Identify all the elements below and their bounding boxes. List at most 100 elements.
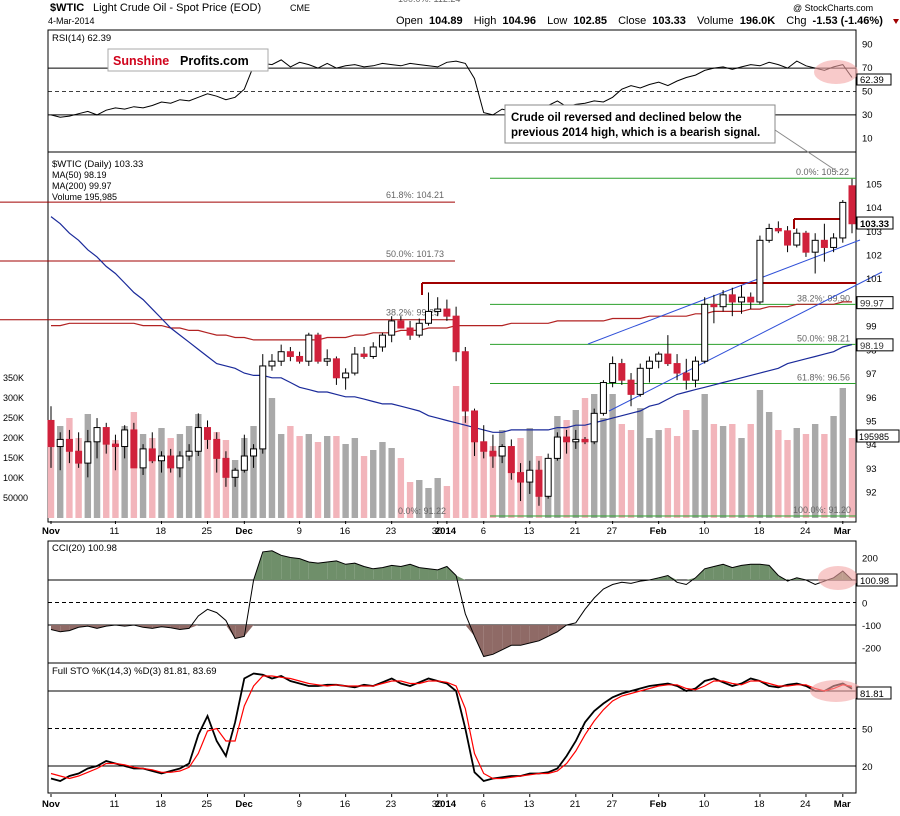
x-tick-label: 21: [570, 799, 581, 810]
volume-bar: [296, 436, 303, 518]
cci-positive-fill: [327, 560, 337, 580]
candle-body: [268, 360, 276, 367]
annotation-line-1: Crude oil reversed and declined below th…: [511, 112, 742, 124]
volume-bar: [213, 432, 220, 518]
candle-body: [388, 320, 396, 336]
high-label: High: [474, 15, 497, 27]
price-tick-label: 92: [866, 488, 877, 499]
x-tick-label: 9: [297, 526, 302, 537]
cci-negative-fill: [235, 625, 245, 639]
candle-body: [93, 427, 101, 443]
cci-positive-fill: [759, 564, 770, 580]
sto-d-line: [50, 675, 853, 780]
volume-bar: [701, 394, 708, 518]
volume-bar: [581, 398, 589, 518]
candle-body: [535, 469, 543, 497]
cci-positive-fill: [364, 566, 374, 580]
candle-body: [590, 412, 598, 443]
volume-bar: [462, 416, 469, 518]
candle-body: [213, 438, 221, 459]
candle-body: [397, 320, 405, 329]
x-tick-label: 11: [109, 799, 119, 810]
candle-body: [747, 296, 755, 303]
candle-body: [728, 294, 736, 303]
candle-body: [507, 446, 515, 474]
candle-body: [811, 239, 819, 253]
candle-body: [461, 351, 469, 412]
cci-positive-fill: [382, 565, 392, 580]
x-tick-label: 13: [524, 799, 535, 810]
cci-tick-label: -100: [862, 621, 881, 632]
volume-bar: [388, 448, 395, 518]
cci-positive-fill: [318, 562, 328, 580]
x-tick-label: 23: [386, 799, 397, 810]
x-tick-label: 16: [340, 526, 351, 537]
candle-body: [342, 372, 350, 379]
candle-body: [471, 410, 479, 443]
cci-negative-fill: [520, 625, 530, 646]
x-tick-label: 27: [607, 526, 618, 537]
right-label-ma50: 98.19: [860, 341, 884, 352]
volume-bar: [333, 436, 340, 518]
fib-high-label: 0.0%: 91.22: [398, 506, 446, 516]
ohlc-row: Open 104.89 High 104.96 Low 102.85 Close…: [396, 15, 883, 27]
rsi-tick-label: 50: [862, 87, 873, 98]
cci-positive-fill: [732, 565, 742, 580]
volume-bar: [342, 444, 349, 518]
candle-body: [286, 351, 294, 357]
volume-bar: [443, 486, 451, 518]
candle-body: [738, 296, 746, 303]
sto-last-value: 81.81: [860, 689, 884, 700]
candle-body: [636, 367, 644, 395]
cci-positive-fill: [262, 550, 272, 580]
x-tick-label: 10: [699, 526, 710, 537]
cci-negative-fill: [465, 625, 475, 637]
volume-bar: [692, 430, 699, 518]
x-tick-label: Dec: [235, 526, 252, 537]
candle-body: [774, 227, 782, 232]
price-tick-label: 105: [866, 179, 882, 190]
cci-last-value: 100.98: [860, 576, 889, 587]
volume-bar: [673, 436, 681, 518]
fib-high-label: 50.0%: 101.73: [386, 249, 444, 259]
rsi-tick-label: 70: [862, 63, 873, 74]
cci-negative-fill: [244, 625, 254, 637]
x-tick-label: 30: [432, 799, 443, 810]
fib-low-label: 50.0%: 98.21: [797, 333, 850, 343]
candle-body: [406, 327, 414, 336]
volume-bar: [314, 442, 322, 518]
volume-bar: [139, 434, 147, 518]
volume-last-box: [856, 429, 900, 443]
x-tick-label: 13: [524, 526, 535, 537]
price-tick-label: 102: [866, 251, 882, 262]
cci-positive-fill: [667, 575, 678, 580]
cci-positive-fill: [391, 565, 401, 580]
cci-positive-fill: [373, 567, 383, 580]
candle-body: [415, 322, 423, 336]
right-label-close-box: [856, 216, 894, 230]
volume-value: 196.0K: [740, 15, 776, 27]
volume-bar: [784, 440, 791, 518]
volume-bar: [75, 438, 82, 518]
volume-bar: [250, 426, 257, 518]
candle-body: [332, 358, 340, 379]
volume-bar: [434, 478, 441, 518]
candle-body: [102, 427, 110, 445]
candle-body: [599, 382, 607, 414]
volume-bar: [802, 434, 810, 518]
candle-body: [296, 355, 304, 362]
axis-layer: 907050301062.39350K300K250K200K150K100K5…: [3, 40, 900, 810]
x-tick-label: 23: [386, 526, 397, 537]
volume-bar: [360, 456, 368, 518]
x-tick-label: Mar: [834, 799, 851, 810]
instrument-name: Light Crude Oil - Spot Price (EOD): [93, 2, 261, 14]
volume-bar: [452, 386, 460, 518]
volume-bar: [738, 438, 745, 518]
watermark-part1: Sunshine: [113, 54, 169, 68]
cci-negative-fill: [548, 625, 558, 637]
volume-bar: [508, 448, 515, 518]
fib-high-label: 38.2%: 99.25: [386, 308, 439, 318]
trend-line-layer: [587, 239, 883, 412]
sto-layer: [48, 672, 862, 783]
